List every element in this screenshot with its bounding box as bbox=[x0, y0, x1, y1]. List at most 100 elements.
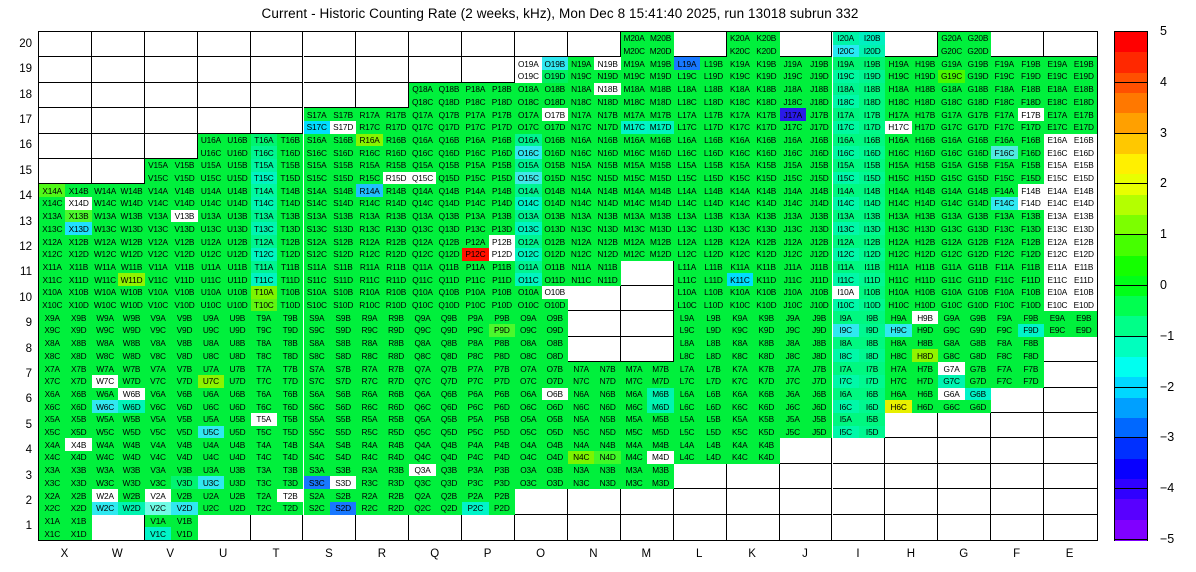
grid-cell[interactable]: M20A M20B M20C M20D bbox=[620, 32, 674, 58]
pad-S15B[interactable]: S15B bbox=[329, 159, 357, 172]
pad-K20C[interactable]: K20C bbox=[726, 44, 754, 58]
pad-H19B[interactable]: H19B bbox=[911, 57, 939, 71]
pad-E15C[interactable]: E15C bbox=[1044, 171, 1071, 185]
pad-I18D[interactable]: I18D bbox=[858, 95, 886, 109]
grid-cell[interactable]: H18A H18B H18C H18D bbox=[885, 82, 939, 109]
pad-O17D[interactable]: O17D bbox=[541, 120, 568, 134]
grid-cell[interactable]: G20A G20B G20C G20D bbox=[938, 32, 992, 58]
grid-cell[interactable]: I19A I19B I19C I19D bbox=[832, 57, 886, 83]
grid-cell[interactable]: I17A I17B I17C I17D bbox=[832, 108, 886, 134]
grid-cell[interactable] bbox=[462, 57, 516, 83]
grid-cell[interactable]: N18A N18B N18C N18D bbox=[568, 82, 621, 109]
grid-cell[interactable] bbox=[303, 57, 357, 83]
grid-cell[interactable]: K18A K18B K18C K18D bbox=[726, 82, 780, 109]
grid-cell[interactable] bbox=[144, 82, 198, 109]
grid-cell[interactable]: J18A J18B J18C J18D bbox=[779, 82, 833, 109]
grid-cell[interactable] bbox=[356, 57, 410, 83]
pad-M16D[interactable]: M16D bbox=[647, 146, 674, 159]
pad-O18D[interactable]: O18D bbox=[541, 95, 568, 109]
pad-G20D[interactable]: G20D bbox=[964, 44, 992, 58]
pad-K17A[interactable]: K17A bbox=[726, 108, 754, 121]
grid-cell[interactable]: K20A K20B K20C K20D bbox=[726, 32, 780, 58]
grid-cell[interactable] bbox=[197, 108, 251, 134]
pad-L17C[interactable]: L17C bbox=[673, 120, 701, 134]
pad-F16B[interactable]: F16B bbox=[1017, 133, 1045, 147]
pad-J17A[interactable]: J17A bbox=[779, 108, 807, 121]
pad-U16C[interactable]: U16C bbox=[197, 146, 225, 159]
pad-N18D[interactable]: N18D bbox=[594, 95, 621, 109]
pad-E17B[interactable]: E17B bbox=[1070, 108, 1097, 121]
pad-Q17B[interactable]: Q17B bbox=[435, 108, 463, 121]
pad-I20A[interactable]: I20A bbox=[832, 32, 859, 45]
pad-N16B[interactable]: N16B bbox=[594, 133, 621, 147]
grid-cell[interactable]: E15A E15B E15C E15D bbox=[1044, 159, 1097, 185]
pad-R17C[interactable]: R17C bbox=[356, 120, 383, 134]
pad-F16A[interactable]: F16A bbox=[991, 133, 1018, 147]
pad-G19A[interactable]: G19A bbox=[938, 57, 965, 71]
pad-P17D[interactable]: P17D bbox=[488, 120, 516, 134]
grid-cell[interactable] bbox=[303, 32, 357, 58]
pad-R17D[interactable]: R17D bbox=[382, 120, 410, 134]
pad-K20D[interactable]: K20D bbox=[753, 44, 780, 58]
pad-G17A[interactable]: G17A bbox=[938, 108, 965, 121]
pad-O15B[interactable]: O15B bbox=[541, 159, 568, 172]
pad-P15A[interactable]: P15A bbox=[462, 159, 489, 172]
grid-cell[interactable]: G17A G17B G17C G17D bbox=[938, 108, 992, 134]
pad-N18C[interactable]: N18C bbox=[568, 95, 595, 109]
grid-cell[interactable] bbox=[39, 133, 92, 159]
grid-cell[interactable] bbox=[91, 108, 145, 134]
pad-E17A[interactable]: E17A bbox=[1044, 108, 1071, 121]
pad-E18D[interactable]: E18D bbox=[1070, 95, 1097, 109]
grid-cell[interactable]: I15A I15B I15C I15D bbox=[832, 159, 886, 185]
pad-I16B[interactable]: I16B bbox=[858, 133, 886, 147]
pad-M20C[interactable]: M20C bbox=[620, 44, 648, 58]
pad-P17A[interactable]: P17A bbox=[462, 108, 489, 121]
grid-cell[interactable]: M18A M18B M18C M18D bbox=[620, 82, 674, 109]
pad-H17B[interactable]: H17B bbox=[911, 108, 939, 121]
grid-cell[interactable]: L19A L19B L19C L19D bbox=[673, 57, 727, 83]
grid-cell[interactable]: G16A G16B G16C G16D bbox=[938, 133, 992, 159]
pad-O18C[interactable]: O18C bbox=[515, 95, 542, 109]
pad-N18B[interactable]: N18B bbox=[594, 82, 621, 96]
pad-I15D[interactable]: I15D bbox=[858, 171, 886, 185]
pad-R16B[interactable]: R16B bbox=[382, 133, 410, 147]
grid-cell[interactable] bbox=[39, 159, 92, 185]
pad-L19D[interactable]: L19D bbox=[700, 70, 727, 83]
pad-G19D[interactable]: G19D bbox=[964, 70, 992, 83]
pad-G16D[interactable]: G16D bbox=[964, 146, 992, 159]
grid-cell[interactable]: K16A K16B K16C K16D bbox=[726, 133, 780, 159]
pad-F15D[interactable]: F15D bbox=[1017, 171, 1045, 185]
pad-O19C[interactable]: O19C bbox=[515, 70, 542, 83]
pad-K20A[interactable]: K20A bbox=[726, 32, 754, 45]
pad-H18D[interactable]: H18D bbox=[911, 95, 939, 109]
pad-M18C[interactable]: M18C bbox=[620, 95, 648, 109]
grid-cell[interactable]: S17A S17B S17C S17D bbox=[303, 108, 357, 134]
pad-I15B[interactable]: I15B bbox=[858, 159, 886, 172]
pad-L19B[interactable]: L19B bbox=[700, 57, 727, 71]
pad-R17B[interactable]: R17B bbox=[382, 108, 410, 121]
pad-F19D[interactable]: F19D bbox=[1017, 70, 1045, 83]
grid-cell[interactable]: J15A J15B J15C J15D bbox=[779, 159, 833, 185]
grid-cell[interactable]: H15A H15B H15C H15D bbox=[885, 159, 939, 185]
pad-J18B[interactable]: J18B bbox=[806, 82, 833, 96]
pad-G18B[interactable]: G18B bbox=[964, 82, 992, 96]
pad-F18B[interactable]: F18B bbox=[1017, 82, 1045, 96]
pad-N19D[interactable]: N19D bbox=[594, 70, 621, 83]
pad-S16B[interactable]: S16B bbox=[329, 133, 357, 147]
pad-F15C[interactable]: F15C bbox=[991, 171, 1018, 185]
pad-H18B[interactable]: H18B bbox=[911, 82, 939, 96]
grid-cell[interactable]: E17A E17B E17C E17D bbox=[1044, 108, 1097, 134]
pad-F19A[interactable]: F19A bbox=[991, 57, 1018, 71]
pad-L19A[interactable]: L19A bbox=[673, 57, 701, 71]
pad-K17B[interactable]: K17B bbox=[753, 108, 780, 121]
pad-Q15C[interactable]: Q15C bbox=[409, 171, 436, 185]
pad-J19B[interactable]: J19B bbox=[806, 57, 833, 71]
grid-cell[interactable] bbox=[39, 32, 92, 58]
pad-T16D[interactable]: T16D bbox=[277, 146, 304, 159]
grid-cell[interactable] bbox=[356, 82, 410, 109]
pad-G16B[interactable]: G16B bbox=[964, 133, 992, 147]
pad-Q15A[interactable]: Q15A bbox=[409, 159, 436, 172]
grid-cell[interactable] bbox=[91, 133, 145, 159]
grid-cell[interactable]: O19A O19B O19C O19D bbox=[515, 57, 568, 83]
pad-M16A[interactable]: M16A bbox=[620, 133, 648, 147]
